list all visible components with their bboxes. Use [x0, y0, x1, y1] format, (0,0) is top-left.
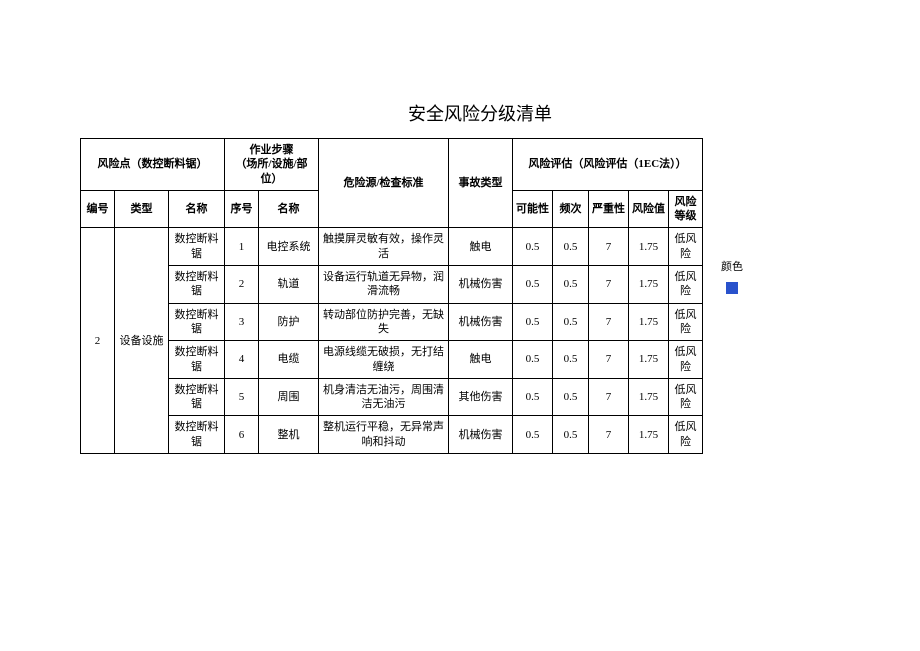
cell-lvl: 低风险 — [669, 228, 703, 266]
cell-lvl: 低风险 — [669, 266, 703, 304]
cell-accident: 机械伤害 — [449, 416, 513, 454]
cell-f: 0.5 — [553, 416, 589, 454]
cell-s: 7 — [589, 303, 629, 341]
data-row: 2 设备设施 数控断料锯 1 电控系统 触摸屏灵敏有效，操作灵活 触电 0.5 … — [81, 228, 703, 266]
cell-f: 0.5 — [553, 266, 589, 304]
cell-step: 电缆 — [259, 341, 319, 379]
hdr-step-name: 名称 — [259, 190, 319, 228]
data-row: 数控断料锯 2 轨道 设备运行轨道无异物，润滑流畅 机械伤害 0.5 0.5 7… — [81, 266, 703, 304]
hdr-eval-group: 风险评估（风险评估（1EC法）） — [513, 139, 703, 191]
cell-accident: 机械伤害 — [449, 266, 513, 304]
cell-v: 1.75 — [629, 228, 669, 266]
cell-step: 轨道 — [259, 266, 319, 304]
hdr-severity: 严重性 — [589, 190, 629, 228]
hdr-hazard: 危险源/检查标准 — [319, 139, 449, 228]
cell-hazard: 机身清洁无油污，周围清洁无油污 — [319, 378, 449, 416]
cell-s: 7 — [589, 416, 629, 454]
cell-hazard: 电源线缆无破损，无打结缠绕 — [319, 341, 449, 379]
cell-accident: 其他伤害 — [449, 378, 513, 416]
cell-seq: 2 — [225, 266, 259, 304]
cell-seq: 5 — [225, 378, 259, 416]
hdr-risk-value: 风险值 — [629, 190, 669, 228]
cell-hazard: 整机运行平稳，无异常声响和抖动 — [319, 416, 449, 454]
cell-p: 0.5 — [513, 266, 553, 304]
data-row: 数控断料锯 3 防护 转动部位防护完善，无缺失 机械伤害 0.5 0.5 7 1… — [81, 303, 703, 341]
risk-table: 风险点（数控断料锯） 作业步骤（场所/设施/部位） 危险源/检查标准 事故类型 … — [80, 138, 703, 454]
hdr-name: 名称 — [169, 190, 225, 228]
cell-id: 2 — [81, 228, 115, 454]
cell-v: 1.75 — [629, 378, 669, 416]
cell-v: 1.75 — [629, 416, 669, 454]
hdr-accident: 事故类型 — [449, 139, 513, 228]
hdr-possibility: 可能性 — [513, 190, 553, 228]
data-row: 数控断料锯 6 整机 整机运行平稳，无异常声响和抖动 机械伤害 0.5 0.5 … — [81, 416, 703, 454]
cell-f: 0.5 — [553, 378, 589, 416]
cell-accident: 触电 — [449, 228, 513, 266]
hdr-risk-level: 风险等级 — [669, 190, 703, 228]
hdr-type: 类型 — [115, 190, 169, 228]
color-legend: 颜色 — [721, 258, 743, 294]
cell-seq: 3 — [225, 303, 259, 341]
table-body: 2 设备设施 数控断料锯 1 电控系统 触摸屏灵敏有效，操作灵活 触电 0.5 … — [81, 228, 703, 454]
cell-f: 0.5 — [553, 303, 589, 341]
hdr-step-group: 作业步骤（场所/设施/部位） — [225, 139, 319, 191]
cell-name: 数控断料锯 — [169, 228, 225, 266]
cell-name: 数控断料锯 — [169, 416, 225, 454]
data-row: 数控断料锯 5 周围 机身清洁无油污，周围清洁无油污 其他伤害 0.5 0.5 … — [81, 378, 703, 416]
cell-v: 1.75 — [629, 303, 669, 341]
cell-hazard: 设备运行轨道无异物，润滑流畅 — [319, 266, 449, 304]
data-row: 数控断料锯 4 电缆 电源线缆无破损，无打结缠绕 触电 0.5 0.5 7 1.… — [81, 341, 703, 379]
cell-accident: 机械伤害 — [449, 303, 513, 341]
cell-type: 设备设施 — [115, 228, 169, 454]
cell-lvl: 低风险 — [669, 303, 703, 341]
cell-s: 7 — [589, 378, 629, 416]
cell-lvl: 低风险 — [669, 378, 703, 416]
cell-p: 0.5 — [513, 378, 553, 416]
cell-p: 0.5 — [513, 228, 553, 266]
cell-hazard: 转动部位防护完善，无缺失 — [319, 303, 449, 341]
hdr-risk-point: 风险点（数控断料锯） — [81, 139, 225, 191]
cell-lvl: 低风险 — [669, 416, 703, 454]
cell-name: 数控断料锯 — [169, 266, 225, 304]
cell-step: 周围 — [259, 378, 319, 416]
header-row-1: 风险点（数控断料锯） 作业步骤（场所/设施/部位） 危险源/检查标准 事故类型 … — [81, 139, 703, 191]
cell-seq: 1 — [225, 228, 259, 266]
cell-seq: 6 — [225, 416, 259, 454]
cell-name: 数控断料锯 — [169, 378, 225, 416]
cell-accident: 触电 — [449, 341, 513, 379]
cell-s: 7 — [589, 266, 629, 304]
cell-s: 7 — [589, 228, 629, 266]
cell-step: 整机 — [259, 416, 319, 454]
cell-v: 1.75 — [629, 341, 669, 379]
cell-hazard: 触摸屏灵敏有效，操作灵活 — [319, 228, 449, 266]
cell-step: 防护 — [259, 303, 319, 341]
color-square-icon — [726, 282, 738, 294]
cell-name: 数控断料锯 — [169, 341, 225, 379]
color-label: 颜色 — [721, 258, 743, 274]
cell-seq: 4 — [225, 341, 259, 379]
cell-name: 数控断料锯 — [169, 303, 225, 341]
cell-f: 0.5 — [553, 341, 589, 379]
cell-f: 0.5 — [553, 228, 589, 266]
cell-s: 7 — [589, 341, 629, 379]
table-container: 风险点（数控断料锯） 作业步骤（场所/设施/部位） 危险源/检查标准 事故类型 … — [80, 138, 880, 454]
cell-lvl: 低风险 — [669, 341, 703, 379]
page-title: 安全风险分级清单 — [80, 100, 880, 126]
cell-step: 电控系统 — [259, 228, 319, 266]
hdr-id: 编号 — [81, 190, 115, 228]
cell-p: 0.5 — [513, 303, 553, 341]
hdr-frequency: 频次 — [553, 190, 589, 228]
hdr-seq: 序号 — [225, 190, 259, 228]
cell-p: 0.5 — [513, 341, 553, 379]
cell-v: 1.75 — [629, 266, 669, 304]
cell-p: 0.5 — [513, 416, 553, 454]
